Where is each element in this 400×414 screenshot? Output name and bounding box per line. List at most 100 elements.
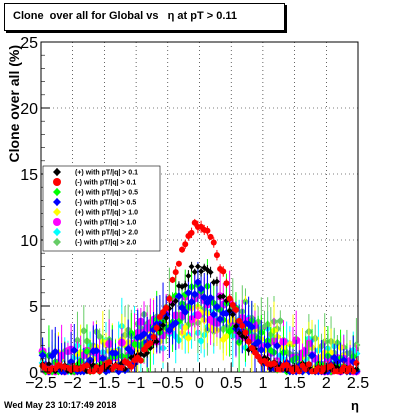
data-point — [82, 347, 91, 356]
x-tick-label: 2 — [322, 375, 331, 392]
data-point — [38, 351, 47, 360]
legend-entry: (-) with pT/|q| > 1.0 — [53, 218, 136, 227]
legend-entry: (+) with pT/|q| > 0.1 — [53, 168, 138, 177]
data-point — [251, 349, 258, 356]
legend-box — [42, 165, 161, 252]
data-point — [53, 208, 61, 216]
data-point — [229, 311, 236, 318]
data-point — [169, 301, 176, 308]
data-point — [182, 241, 189, 248]
data-point — [153, 338, 160, 345]
data-point — [302, 366, 309, 373]
legend-entry: (+) with pT/|q| > 1.0 — [53, 208, 138, 217]
axes: −2.5 −2 −1.5 −1 −0.5 0 0.5 1 1.5 2 2.5 0 5 10 15 20 25 — [20, 35, 369, 392]
data-point — [175, 260, 182, 267]
data-point — [223, 280, 230, 287]
x-tick-label: 0.5 — [220, 375, 242, 392]
legend-label: (-) with pT/|q| > 2.0 — [75, 240, 136, 247]
data-point — [150, 334, 157, 341]
data-point — [181, 323, 190, 332]
x-tick-label: −2 — [64, 375, 82, 392]
series-layer — [38, 218, 361, 376]
y-tick-label: 25 — [20, 35, 38, 52]
data-point — [216, 315, 225, 324]
data-point — [187, 297, 196, 306]
data-point — [207, 269, 214, 276]
title-box: Clone over all for Global vs η at pT > 0… — [4, 3, 285, 31]
data-point — [128, 363, 135, 370]
data-point — [210, 239, 217, 246]
data-point — [188, 263, 195, 270]
data-point — [193, 278, 202, 287]
y-tick-label: 20 — [20, 101, 38, 118]
data-point — [308, 351, 317, 360]
legend-label: (+) with pT/|q| > 0.1 — [75, 170, 138, 177]
data-point — [92, 346, 101, 355]
data-point — [296, 368, 303, 375]
chart-title: Clone over all for Global vs η at pT > 0… — [13, 10, 238, 22]
data-point — [181, 308, 190, 317]
y-tick-label: 15 — [20, 167, 38, 184]
data-point — [172, 298, 179, 305]
data-point — [184, 334, 193, 343]
data-point — [236, 317, 243, 324]
x-tick-label: 1 — [258, 375, 267, 392]
data-point — [163, 304, 170, 311]
data-point — [257, 346, 266, 355]
y-axis-label: Clone over all (%) — [6, 45, 22, 162]
data-point — [45, 360, 52, 367]
x-tick-label: −1.5 — [89, 375, 121, 392]
data-point — [236, 329, 243, 336]
legend-entry: (+) with pT/|q| > 2.0 — [53, 228, 138, 237]
legend-entry: (-) with pT/|q| > 0.1 — [53, 178, 136, 187]
data-point — [276, 316, 285, 325]
data-point — [83, 362, 90, 369]
data-point — [163, 314, 170, 321]
data-point — [153, 324, 160, 331]
x-tick-label: −2.5 — [25, 375, 57, 392]
data-point — [53, 178, 61, 186]
data-point — [270, 360, 277, 367]
data-point — [206, 293, 215, 302]
legend-label: (-) with pT/|q| > 1.0 — [75, 220, 136, 227]
data-point — [305, 361, 312, 368]
data-point — [254, 337, 263, 346]
legend-entry: (-) with pT/|q| > 2.0 — [53, 238, 136, 247]
data-point — [212, 302, 221, 311]
data-point — [53, 238, 61, 246]
data-point — [172, 269, 179, 276]
data-point — [185, 272, 192, 279]
data-point — [213, 252, 220, 259]
data-point — [127, 329, 136, 338]
data-point — [111, 349, 120, 358]
y-tick-label: 5 — [29, 299, 38, 316]
data-point — [171, 318, 180, 327]
data-point — [198, 268, 205, 275]
data-point — [193, 311, 202, 320]
data-point — [209, 310, 218, 319]
data-point — [226, 307, 233, 314]
data-point — [147, 340, 154, 347]
data-point — [247, 323, 256, 332]
data-point — [140, 329, 149, 338]
data-point — [184, 288, 193, 297]
x-tick-label: 1.5 — [283, 375, 305, 392]
x-tick-label: −0.5 — [152, 375, 184, 392]
data-point — [242, 334, 249, 341]
data-point — [220, 268, 227, 275]
data-point — [339, 356, 348, 365]
data-point — [273, 341, 282, 350]
data-point — [95, 332, 104, 341]
data-point — [106, 359, 113, 366]
legend-label: (-) with pT/|q| > 0.1 — [75, 180, 136, 187]
legend-entry: (+) with pT/|q| > 0.5 — [53, 188, 138, 197]
data-point — [245, 338, 252, 345]
data-point — [232, 306, 239, 313]
data-point — [160, 322, 167, 329]
legend-label: (+) with pT/|q| > 2.0 — [75, 230, 138, 237]
data-point — [197, 284, 206, 293]
data-point — [229, 301, 236, 308]
data-point — [255, 353, 262, 360]
data-point — [242, 329, 249, 336]
